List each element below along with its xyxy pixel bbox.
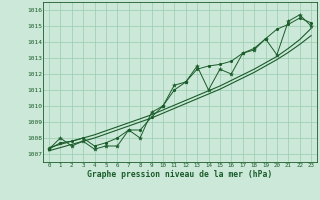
X-axis label: Graphe pression niveau de la mer (hPa): Graphe pression niveau de la mer (hPa) [87, 170, 273, 179]
